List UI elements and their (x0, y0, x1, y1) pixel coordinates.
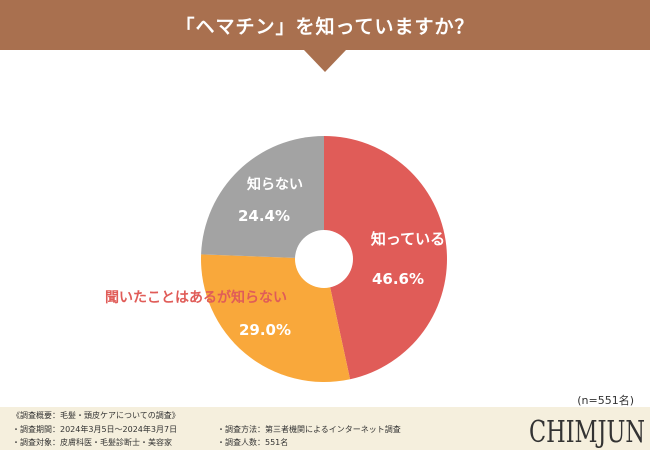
slice-unknown (201, 136, 324, 259)
survey-footer (0, 407, 650, 450)
slice-knows (324, 136, 447, 380)
header-banner: 「ヘマチン」を知っていますか？ (0, 0, 650, 50)
slice-heard (201, 254, 351, 382)
slice-label-heard: 聞いたことはあるが知らない (105, 289, 287, 306)
chimjun-logo: CHIMJUN (529, 415, 645, 450)
slice-label-knows: 知っている (371, 230, 445, 248)
slice-value-knows: 46.6% (372, 270, 424, 288)
logo-text: CHIMJUN (529, 415, 645, 450)
survey-count: ・調査人数：551名 (217, 438, 289, 447)
sample-size: (n=551名) (577, 394, 634, 407)
survey-method: ・調査方法：第三者機関によるインターネット調査 (217, 425, 401, 434)
slice-label-unknown: 知らない (247, 176, 303, 193)
slice-value-heard: 29.0% (239, 321, 291, 339)
donut-hole (295, 230, 353, 288)
page-title: 「ヘマチン」を知っていますか？ (175, 15, 475, 38)
header-pointer (304, 50, 346, 72)
survey-overview: 《調査概要：毛髪・頭皮ケアについての調査》 (12, 411, 180, 420)
survey-target: ・調査対象：皮膚科医・毛髪診断士・美容家 (12, 438, 172, 447)
survey-period: ・調査期間：2024年3月5日〜2024年3月7日 (12, 425, 178, 434)
slice-value-unknown: 24.4% (238, 207, 290, 225)
